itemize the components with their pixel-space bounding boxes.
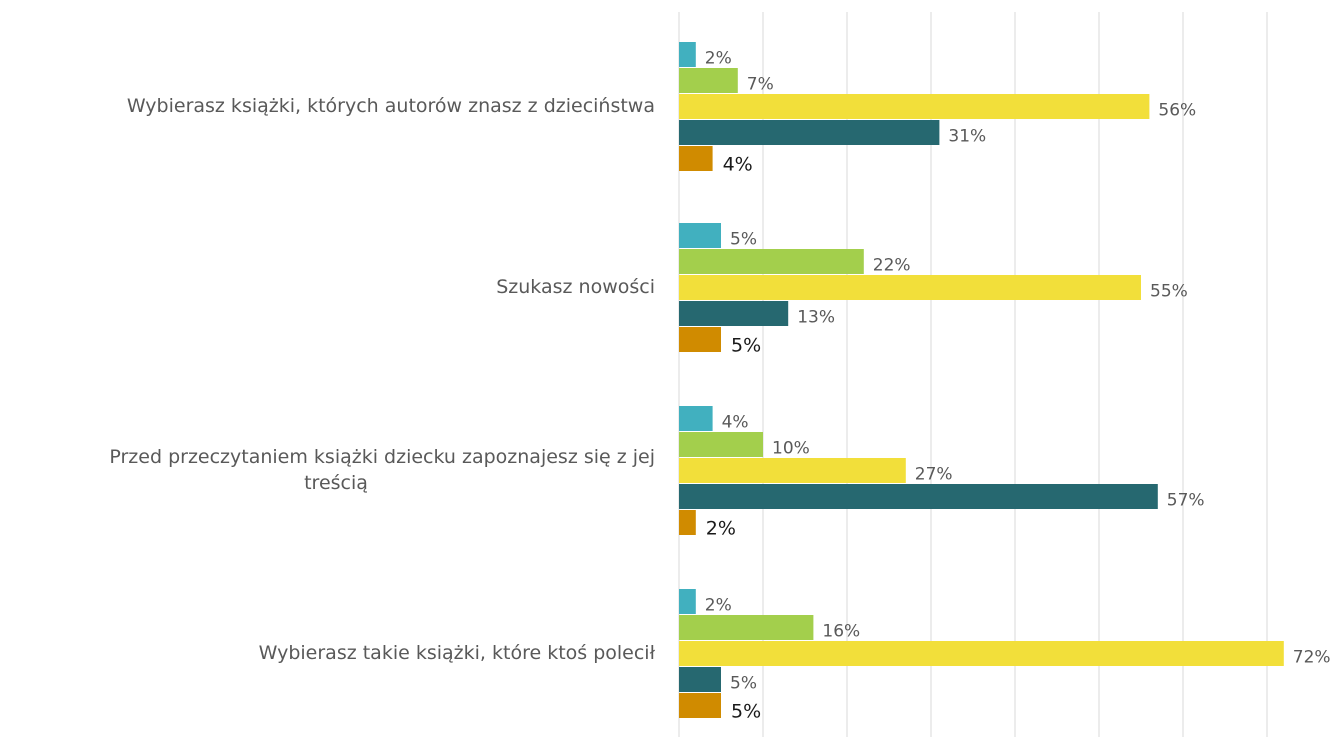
data-label: 4% — [723, 154, 753, 176]
bar — [679, 275, 1141, 300]
bar — [679, 42, 696, 67]
data-label: 57% — [1167, 491, 1205, 511]
bar — [679, 223, 721, 248]
bar — [679, 458, 906, 483]
data-label: 4% — [722, 413, 749, 433]
data-label: 56% — [1158, 101, 1196, 121]
bar — [679, 94, 1150, 119]
bar — [679, 589, 696, 614]
bar — [679, 641, 1284, 666]
data-label: 5% — [731, 701, 761, 723]
category-labels: Wybierasz książki, których autorów znasz… — [109, 95, 655, 664]
bar — [679, 693, 721, 718]
bar — [679, 327, 721, 352]
data-label: 7% — [747, 75, 774, 95]
data-label: 55% — [1150, 282, 1188, 302]
bar — [679, 249, 864, 274]
data-label: 2% — [706, 518, 736, 540]
bar — [679, 667, 721, 692]
category-label: Wybierasz książki, których autorów znasz… — [127, 95, 655, 117]
data-label: 16% — [822, 622, 860, 642]
value-labels: 2% 7% 56% 31% 4% 5% 22% 55% 13% 5% 4% 10% 27% 57% 2% 2%… — [705, 49, 1331, 723]
data-label: 13% — [797, 308, 835, 328]
category-label: Wybierasz takie książki, które ktoś pole… — [259, 642, 656, 664]
bar — [679, 120, 940, 145]
data-label: 2% — [705, 49, 732, 69]
data-label: 31% — [948, 127, 986, 147]
bar — [679, 615, 814, 640]
category-label: treścią — [304, 472, 368, 494]
category-label: Przed przeczytaniem książki dziecku zapo… — [109, 446, 655, 468]
category-label: Szukasz nowości — [496, 276, 655, 298]
bar — [679, 510, 696, 535]
data-label: 27% — [915, 465, 953, 485]
data-label: 72% — [1293, 648, 1331, 668]
data-label: 5% — [730, 674, 757, 694]
bar — [679, 146, 713, 171]
data-label: 22% — [873, 256, 911, 276]
bar — [679, 68, 738, 93]
data-label: 2% — [705, 596, 732, 616]
data-label: 10% — [772, 439, 810, 459]
bar — [679, 301, 789, 326]
data-label: 5% — [731, 335, 761, 357]
bar — [679, 406, 713, 431]
bar — [679, 484, 1158, 509]
bars — [679, 42, 1284, 718]
bar — [679, 432, 763, 457]
data-label: 5% — [730, 230, 757, 250]
